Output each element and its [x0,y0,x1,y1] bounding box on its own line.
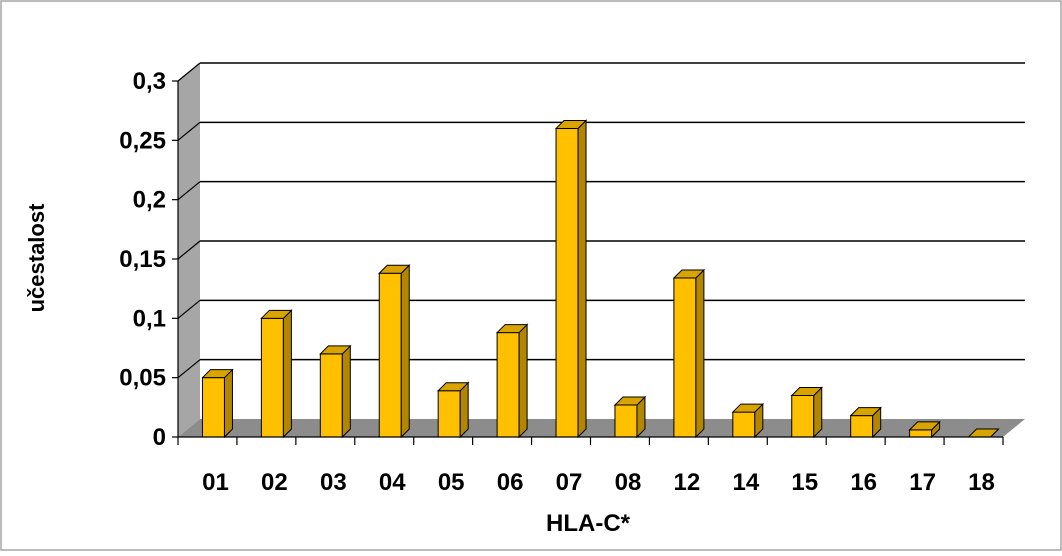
bar [554,119,588,439]
gridline-side [177,62,201,82]
bar-side [341,344,351,439]
bars [201,119,1000,439]
bar-top [613,396,647,406]
bar-top [319,345,352,355]
bar-top [908,421,941,431]
y-tick-label: 0,15 [119,246,166,273]
x-tick-label: 15 [791,469,818,496]
bar-top [790,386,823,396]
bar-top [201,369,234,379]
y-tick-label: 0,3 [133,68,166,95]
bar [436,381,470,439]
bar [908,420,941,439]
bar [731,402,765,439]
x-tick-label: 01 [202,469,229,496]
x-tick-label: 08 [615,469,642,496]
bar-side [400,264,410,439]
x-axis-label: HLA-C* [546,510,631,537]
bar-front [732,411,756,438]
y-tick-label: 0,05 [119,365,166,392]
bar-front [378,272,402,438]
x-tick-label: 16 [850,469,877,496]
x-tick-label: 12 [674,469,701,496]
bar [319,344,352,439]
bar-front [791,394,815,438]
gridline-side [177,181,201,201]
bar-front [555,127,579,438]
y-tick-label: 0 [153,424,166,451]
bar-top [378,264,411,274]
y-axis-label: učestalost [24,203,49,312]
bar-side [459,381,469,439]
floor [178,419,1025,437]
bar-side [518,323,528,439]
bar [201,368,234,439]
y-tick-label: 0,2 [133,187,166,214]
bar-side [223,368,233,439]
gridline-side [177,240,201,260]
y-tick-label: 0,1 [133,305,166,332]
bar-front [201,377,225,438]
bar [672,268,706,439]
bar [260,309,293,439]
x-tick-label: 03 [320,469,347,496]
x-tick-label: 14 [732,469,759,496]
bar-side [577,119,587,439]
bar-side [282,309,292,439]
bar [790,386,823,439]
bar-front [909,429,933,438]
bar-top [731,403,765,413]
x-tick-label: 18 [968,469,995,496]
bar-front [850,415,874,438]
bar-top [436,382,470,392]
x-tick-label: 05 [438,469,465,496]
x-tick-label: 04 [379,469,406,496]
x-tick-label: 06 [497,469,524,496]
gridlines [177,62,1025,379]
bar-top [260,309,293,319]
bar [378,264,411,439]
gridline-side [177,121,201,141]
x-tick-label: 07 [556,469,583,496]
bar-side [695,268,705,439]
y-tick-label: 0,25 [119,127,166,154]
x-tick-label: 17 [909,469,936,496]
bar [849,406,882,439]
bar-front [673,277,697,438]
gridline-side [177,299,201,319]
bar-front [319,353,343,438]
x-axis-ticks: 01 02 03 04 05 06 07 08 12 14 15 16 17 18 [177,436,1004,496]
bar-front [437,390,461,438]
bar-top [554,119,588,129]
bar [495,323,529,439]
bar [613,395,647,439]
bar-top [672,269,706,279]
y-axis-ticks: 0 0,05 0,1 0,15 0,2 0,25 0,3 [119,68,179,451]
bar-front [614,404,638,438]
bar-front [260,317,284,438]
bar-top [849,407,882,417]
bar-front [496,332,520,438]
gridline-side [177,359,201,379]
bar-top [495,324,529,334]
x-tick-label: 02 [261,469,288,496]
